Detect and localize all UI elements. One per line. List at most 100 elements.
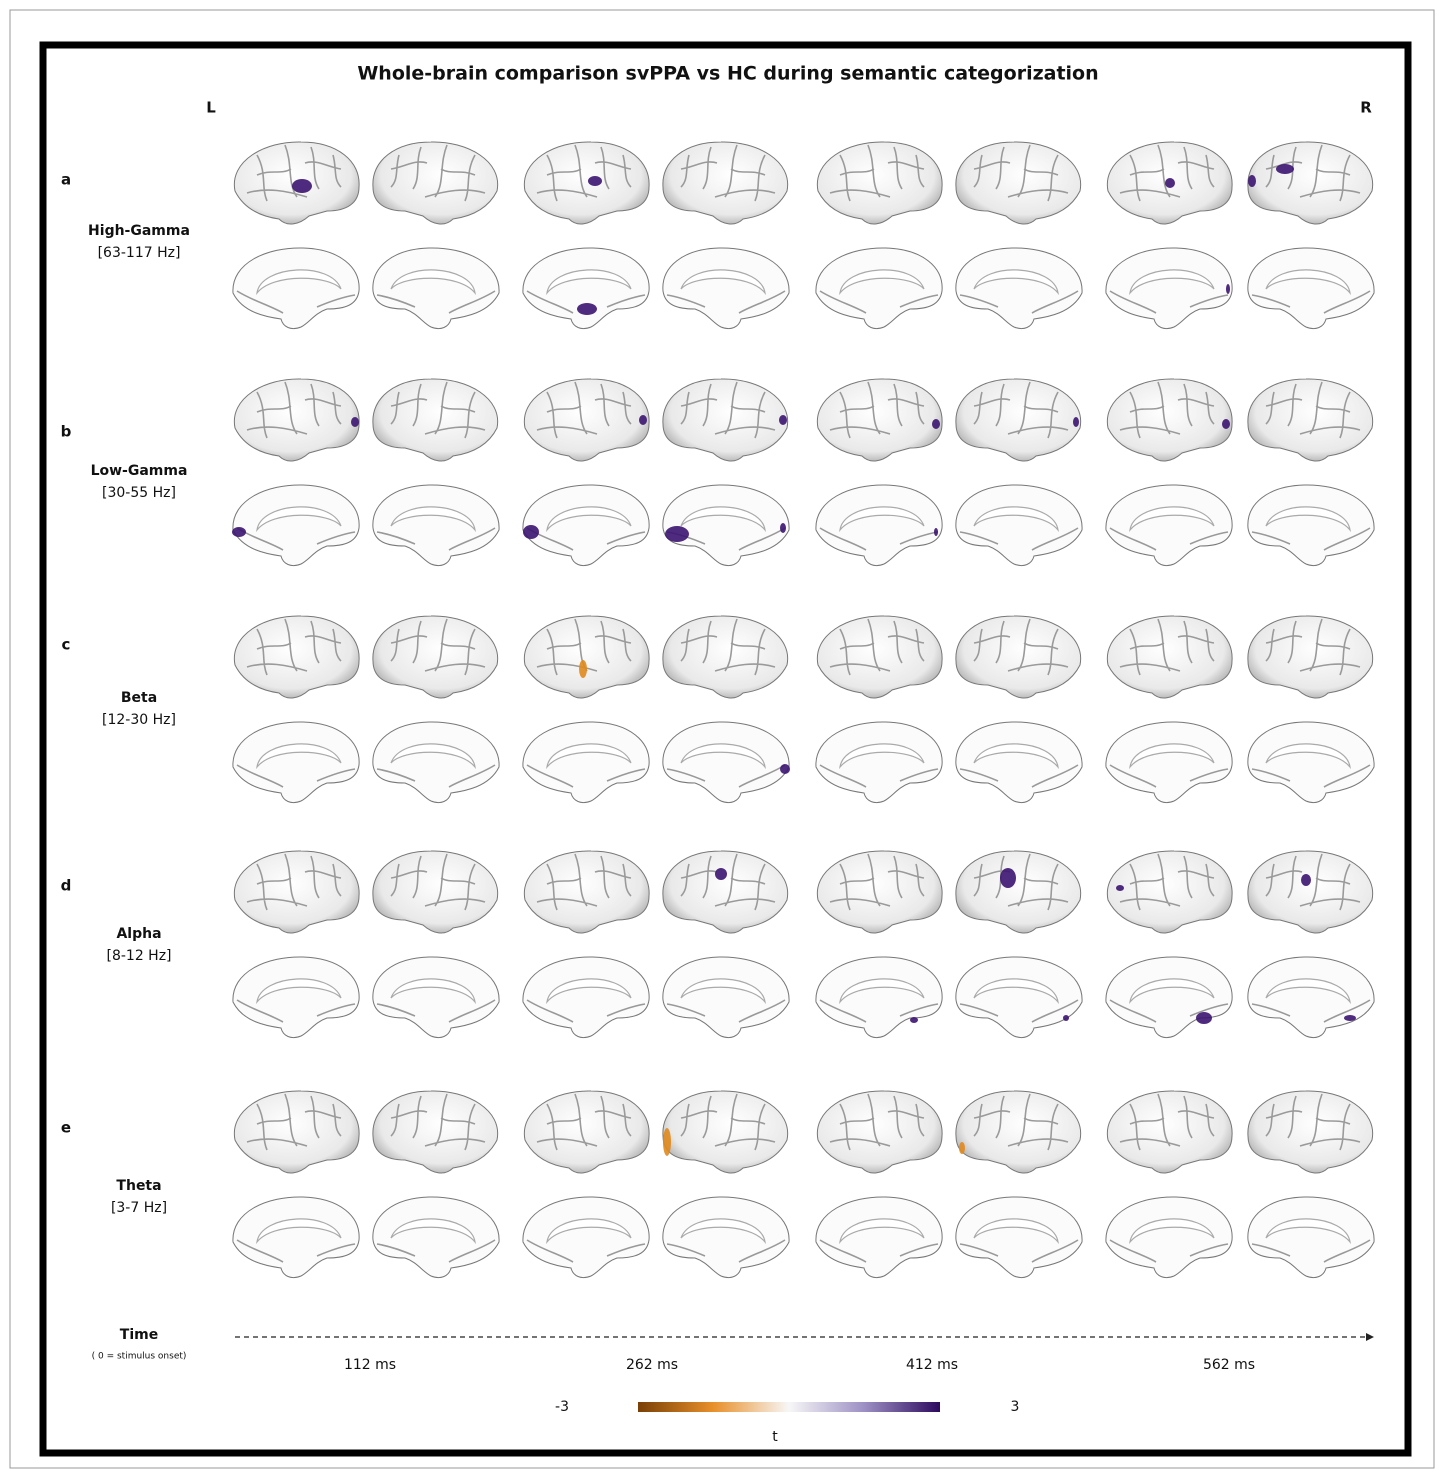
- medial-brain: [955, 1196, 1083, 1279]
- activation-cluster: [1248, 175, 1256, 187]
- medial-brain: [662, 247, 790, 330]
- medial-brain: [522, 484, 650, 567]
- lateral-brain: [662, 141, 789, 225]
- lateral-brain: [816, 615, 943, 699]
- medial-brain: [955, 721, 1083, 804]
- band-range: [30-55 Hz]: [102, 485, 176, 501]
- panel-letter: d: [61, 877, 72, 895]
- activation-cluster: [1116, 885, 1124, 891]
- panel-letter: c: [62, 636, 71, 654]
- band-name: Low-Gamma: [91, 463, 188, 479]
- lateral-brain: [1247, 141, 1374, 225]
- activation-cluster: [1222, 419, 1230, 429]
- medial-brain: [955, 247, 1083, 330]
- activation-cluster: [780, 523, 786, 533]
- lateral-brain: [1106, 850, 1233, 934]
- medial-brain: [372, 956, 500, 1039]
- medial-brain: [232, 956, 360, 1039]
- band-name: Beta: [121, 690, 157, 706]
- activation-cluster: [1000, 868, 1016, 888]
- lateral-brain: [233, 850, 360, 934]
- medial-brain: [522, 956, 650, 1039]
- lateral-brain: [955, 615, 1082, 699]
- band-range: [12-30 Hz]: [102, 712, 176, 728]
- medial-brain: [1247, 721, 1375, 804]
- activation-cluster: [577, 303, 597, 315]
- lateral-brain: [662, 850, 789, 934]
- band-name: Theta: [116, 1178, 161, 1194]
- lateral-brain: [955, 141, 1082, 225]
- left-label: L: [206, 99, 216, 117]
- medial-brain: [1105, 247, 1233, 330]
- activation-cluster: [639, 415, 647, 425]
- medial-brain: [1247, 484, 1375, 567]
- medial-brain: [232, 721, 360, 804]
- lateral-brain: [523, 850, 650, 934]
- medial-brain: [662, 484, 790, 567]
- panel-letter: a: [61, 171, 71, 189]
- band-range: [3-7 Hz]: [111, 1200, 167, 1216]
- activation-cluster: [1165, 178, 1175, 188]
- medial-brain: [1247, 956, 1375, 1039]
- lateral-brain: [1106, 1090, 1233, 1174]
- medial-brain: [372, 1196, 500, 1279]
- time-note: ( 0 = stimulus onset): [92, 1352, 187, 1362]
- activation-cluster: [959, 1142, 965, 1154]
- medial-brain: [815, 1196, 943, 1279]
- medial-brain: [522, 247, 650, 330]
- lateral-brain: [1247, 615, 1374, 699]
- figure-border: [39, 41, 1412, 1457]
- activation-cluster: [779, 415, 787, 425]
- medial-brain: [955, 956, 1083, 1039]
- medial-brain: [232, 1196, 360, 1279]
- panel-letter: e: [61, 1119, 71, 1137]
- lateral-brain: [955, 1090, 1082, 1174]
- activation-cluster: [663, 1128, 671, 1156]
- medial-brain: [815, 956, 943, 1039]
- band-name: Alpha: [116, 926, 161, 942]
- lateral-brain: [233, 378, 360, 462]
- medial-brain: [815, 721, 943, 804]
- colorbar-min: -3: [555, 1399, 569, 1415]
- lateral-brain: [816, 1090, 943, 1174]
- time-point: 262 ms: [626, 1357, 678, 1373]
- medial-brain: [1247, 247, 1375, 330]
- medial-brain: [815, 247, 943, 330]
- lateral-brain: [1247, 378, 1374, 462]
- medial-brain: [662, 721, 790, 804]
- activation-cluster: [523, 525, 539, 539]
- activation-cluster: [910, 1017, 918, 1023]
- activation-cluster: [232, 527, 246, 537]
- time-point: 412 ms: [906, 1357, 958, 1373]
- lateral-brain: [662, 1090, 789, 1174]
- activation-cluster: [579, 660, 587, 678]
- time-label: Time: [120, 1327, 158, 1343]
- medial-brain: [522, 1196, 650, 1279]
- lateral-brain: [955, 378, 1082, 462]
- medial-brain: [522, 721, 650, 804]
- medial-brain: [1247, 1196, 1375, 1279]
- lateral-brain: [1247, 1090, 1374, 1174]
- activation-cluster: [1063, 1015, 1069, 1021]
- brain-grid: [232, 141, 1375, 1279]
- activation-cluster: [780, 764, 790, 774]
- medial-brain: [1105, 721, 1233, 804]
- band-range: [63-117 Hz]: [98, 245, 181, 261]
- figure-title: Whole-brain comparison svPPA vs HC durin…: [357, 63, 1098, 85]
- lateral-brain: [816, 378, 943, 462]
- lateral-brain: [372, 1090, 499, 1174]
- lateral-brain: [372, 141, 499, 225]
- medial-brain: [1105, 956, 1233, 1039]
- medial-brain: [955, 484, 1083, 567]
- medial-brain: [662, 1196, 790, 1279]
- colorbar-max: 3: [1011, 1399, 1020, 1415]
- activation-cluster: [932, 419, 940, 429]
- lateral-brain: [523, 615, 650, 699]
- lateral-brain: [955, 850, 1082, 934]
- lateral-brain: [523, 378, 650, 462]
- activation-cluster: [1344, 1015, 1356, 1021]
- lateral-brain: [233, 615, 360, 699]
- medial-brain: [372, 247, 500, 330]
- lateral-brain: [372, 615, 499, 699]
